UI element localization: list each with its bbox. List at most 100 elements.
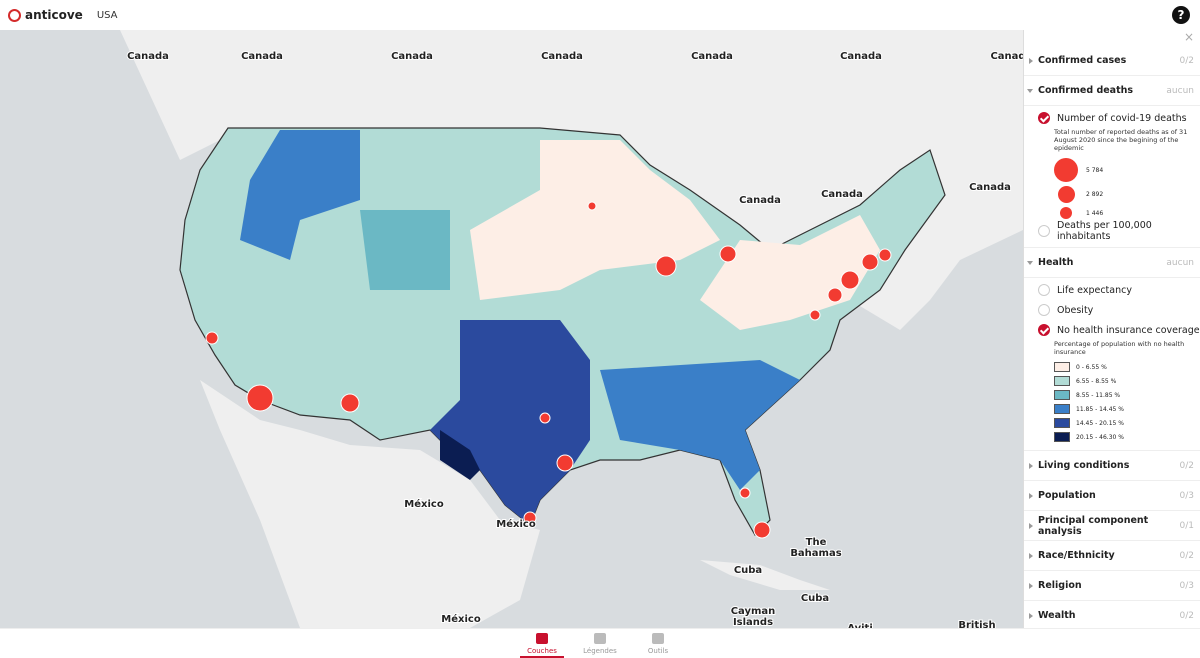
- logo[interactable]: anticove: [8, 8, 83, 22]
- circle: [861, 253, 879, 271]
- tab[interactable]: Couches: [520, 629, 564, 658]
- circle: [655, 255, 677, 277]
- map-label: British: [958, 620, 995, 628]
- group-status: 0/1: [1179, 520, 1194, 531]
- size-label: 1 446: [1086, 209, 1104, 217]
- size-legend: 1 446: [1024, 205, 1200, 221]
- group-title: Confirmed cases: [1038, 55, 1127, 66]
- map-label: Canada: [821, 189, 863, 200]
- class-swatch: [1054, 390, 1070, 400]
- circle: [340, 393, 360, 413]
- class-label: 11.85 - 14.45 %: [1076, 405, 1124, 413]
- tab-bar: Couches Légendes Outils: [0, 628, 1200, 658]
- group-title: Principal component analysis: [1038, 514, 1149, 537]
- layer-item[interactable]: Obesity: [1024, 300, 1200, 320]
- circle: [739, 487, 751, 499]
- tab-label: Couches: [527, 647, 557, 655]
- map-label: México: [441, 613, 481, 625]
- size-legend: 5 784: [1024, 156, 1200, 184]
- circle: [556, 454, 574, 472]
- group-status: 0/2: [1179, 550, 1194, 561]
- layer-group[interactable]: Principal component analysis 0/1: [1024, 511, 1200, 541]
- layer-group[interactable]: Race/Ethnicity 0/2: [1024, 541, 1200, 571]
- region-south: [600, 360, 800, 490]
- layer-group[interactable]: Confirmed deaths aucun: [1024, 76, 1200, 106]
- help-button[interactable]: ?: [1172, 6, 1190, 24]
- checkbox[interactable]: [1038, 112, 1050, 124]
- size-label: 5 784: [1086, 166, 1104, 174]
- map-labels: Canada Canada Canada Canada Canada Canada Cana…: [126, 50, 1023, 628]
- map-label: Aviti: [847, 623, 873, 628]
- group-status: aucun: [1166, 257, 1194, 268]
- layer-group[interactable]: Living conditions 0/2: [1024, 451, 1200, 481]
- tab-label: Outils: [647, 647, 669, 655]
- layer-item[interactable]: Life expectancy: [1024, 280, 1200, 300]
- class-legend: 0 - 6.55 %: [1024, 360, 1200, 374]
- map-label: Canada: [391, 51, 433, 62]
- group-status: 0/3: [1179, 490, 1194, 501]
- tab-label: Légendes: [583, 647, 617, 655]
- circle: [246, 384, 274, 412]
- class-legend: 14.45 - 20.15 %: [1024, 416, 1200, 430]
- class-legend: 20.15 - 46.30 %: [1024, 430, 1200, 444]
- map: Canada Canada Canada Canada Canada Canada Cana…: [0, 30, 1023, 628]
- map-label: México: [404, 498, 444, 510]
- map-label: Canada: [241, 51, 283, 62]
- layer-group[interactable]: Confirmed cases 0/2: [1024, 46, 1200, 76]
- layer-label: Number of covid-19 deaths: [1057, 112, 1187, 124]
- checkbox[interactable]: [1038, 324, 1050, 336]
- layer-label: No health insurance coverage: [1057, 324, 1200, 336]
- logo-text: anticove: [25, 8, 83, 22]
- map-label: Canada: [840, 51, 882, 62]
- layer-group[interactable]: Religion 0/3: [1024, 571, 1200, 601]
- map-label: Canada: [541, 51, 583, 62]
- map-title: USA: [96, 9, 118, 21]
- layer-group[interactable]: Health aucun: [1024, 248, 1200, 278]
- layers-panel: × Confirmed cases 0/2 Confirmed deaths aucu…: [1023, 30, 1200, 628]
- layer-group[interactable]: Wealth 0/2: [1024, 601, 1200, 628]
- class-swatch: [1054, 432, 1070, 442]
- group-title: Living conditions: [1038, 460, 1130, 471]
- land-cuba: [700, 560, 830, 590]
- circle: [809, 309, 821, 321]
- map-label: México: [496, 518, 536, 530]
- legend-title: Percentage of population with no health …: [1054, 340, 1185, 356]
- tab[interactable]: Outils: [636, 629, 680, 658]
- size-label: 2 892: [1086, 191, 1104, 198]
- circle: [753, 521, 771, 539]
- layer-item[interactable]: Deaths per 100,000 inhabitants: [1024, 220, 1200, 242]
- checkbox[interactable]: [1038, 304, 1050, 316]
- layer-group[interactable]: Population 0/3: [1024, 481, 1200, 511]
- map-label: Canada: [691, 51, 733, 62]
- layer-label: Life expectancy: [1057, 284, 1132, 296]
- group-title: Population: [1038, 490, 1096, 501]
- land-mexico: [200, 380, 540, 628]
- group-title: Health: [1038, 257, 1074, 268]
- class-label: 14.45 - 20.15 %: [1076, 419, 1124, 427]
- group-items: Number of covid-19 deaths Total number of…: [1024, 106, 1200, 248]
- logo-icon: [8, 8, 21, 22]
- legend-title: Total number of reported deaths as of 31…: [1054, 128, 1188, 152]
- size-circle: [1060, 207, 1072, 219]
- map-label: Canada: [969, 182, 1011, 193]
- checkbox[interactable]: [1038, 284, 1050, 296]
- circle: [878, 248, 892, 262]
- group-title: Wealth: [1038, 610, 1076, 621]
- group-status: 0/2: [1179, 610, 1194, 621]
- group-status: 0/3: [1179, 580, 1194, 591]
- death-circles: [205, 201, 892, 539]
- tab[interactable]: Légendes: [578, 629, 622, 658]
- close-button[interactable]: ×: [1183, 30, 1194, 44]
- circle: [205, 331, 219, 345]
- group-title: Race/Ethnicity: [1038, 550, 1115, 561]
- class-swatch: [1054, 362, 1070, 372]
- checkbox[interactable]: [1038, 225, 1050, 237]
- layer-item[interactable]: Number of covid-19 deaths: [1024, 108, 1200, 128]
- map-label: Cuba: [734, 565, 762, 576]
- circle: [539, 412, 551, 424]
- header: anticove USA ?: [0, 0, 1200, 30]
- layer-item[interactable]: No health insurance coverage: [1024, 320, 1200, 340]
- class-swatch: [1054, 404, 1070, 414]
- map-label: The Bahamas: [790, 537, 841, 559]
